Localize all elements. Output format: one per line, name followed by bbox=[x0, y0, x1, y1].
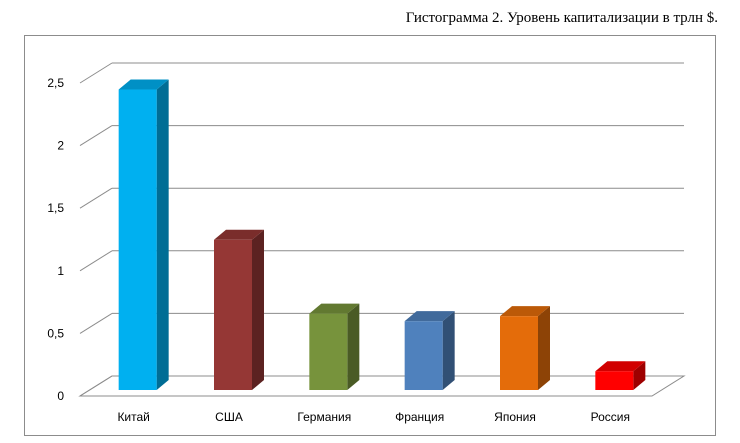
bar-front bbox=[118, 89, 157, 391]
y-tick-label: 1 bbox=[57, 264, 64, 278]
x-tick-label: Китай bbox=[117, 410, 149, 424]
bar-top bbox=[595, 361, 646, 372]
bar-side bbox=[347, 303, 360, 390]
category-labels: Китай США Германия Франция Япония Россия bbox=[117, 410, 630, 424]
bar-front bbox=[309, 313, 348, 390]
bar-front bbox=[214, 239, 252, 390]
bar-side bbox=[538, 306, 550, 390]
bar-6 bbox=[595, 361, 646, 390]
bar-2 bbox=[214, 229, 264, 390]
gridlines bbox=[78, 62, 686, 397]
bars bbox=[118, 79, 646, 391]
gridline-side bbox=[79, 62, 113, 84]
bar-front bbox=[595, 371, 634, 390]
bar-side bbox=[442, 311, 455, 390]
bar-top bbox=[309, 303, 360, 314]
y-tick-label: 0,5 bbox=[47, 326, 64, 340]
y-tick-label: 0 bbox=[57, 389, 64, 403]
y-tick-label: 2 bbox=[57, 139, 64, 153]
x-tick-label: Германия bbox=[297, 410, 351, 424]
bar-1 bbox=[118, 79, 169, 391]
x-tick-label: Япония bbox=[494, 410, 536, 424]
bar-front bbox=[500, 316, 538, 390]
bar-top bbox=[404, 311, 455, 322]
x-tick-label: Россия bbox=[591, 410, 630, 424]
bar-side bbox=[252, 229, 264, 390]
gridline-side bbox=[79, 187, 113, 209]
y-axis: 0 0,5 1 1,5 2 2,5 bbox=[47, 76, 64, 403]
x-tick-label: Франция bbox=[395, 410, 444, 424]
bar-front bbox=[404, 321, 443, 390]
x-tick-label: США bbox=[215, 410, 243, 424]
bar-top bbox=[118, 79, 169, 90]
chart-caption: Гистограмма 2. Уровень капитализации в т… bbox=[405, 10, 718, 26]
gridline-side bbox=[79, 250, 113, 272]
bar-4 bbox=[404, 311, 455, 390]
gridline-side bbox=[79, 125, 113, 147]
bar-side bbox=[156, 79, 169, 391]
gridline-side bbox=[79, 312, 113, 334]
y-tick-label: 1,5 bbox=[47, 201, 64, 215]
y-tick-label: 2,5 bbox=[47, 76, 64, 90]
bar-3 bbox=[309, 303, 360, 390]
chart-floor bbox=[78, 375, 686, 397]
bar-5 bbox=[500, 306, 550, 390]
bar-top bbox=[500, 306, 550, 317]
chart-frame bbox=[24, 35, 716, 436]
bar-top bbox=[214, 229, 264, 240]
bar-side bbox=[633, 361, 646, 390]
